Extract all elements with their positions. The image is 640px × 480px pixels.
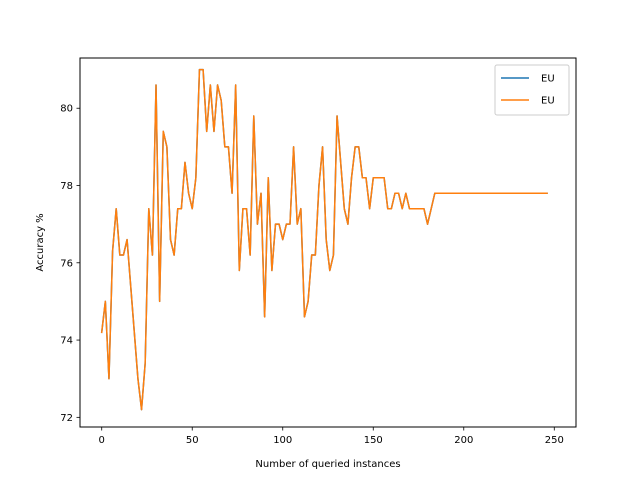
- plot-area-frame: [79, 57, 577, 428]
- legend: EU EU: [494, 64, 570, 116]
- x-tick-label: 200: [454, 435, 473, 446]
- series-layer: [100, 68, 548, 411]
- y-axis-label: Accuracy %: [35, 213, 46, 271]
- y-tick-label: 78: [60, 181, 73, 192]
- y-axis: 72 74 76 78 80: [60, 104, 80, 424]
- x-tick-label: 100: [273, 435, 292, 446]
- x-tick-label: 150: [364, 435, 383, 446]
- series-line-2: [100, 68, 548, 411]
- x-axis-label: Number of queried instances: [255, 459, 400, 470]
- legend-box: [494, 64, 570, 116]
- y-tick-label: 72: [60, 413, 73, 424]
- legend-label-1: EU: [541, 74, 555, 85]
- y-tick-label: 80: [60, 104, 73, 115]
- x-tick-label: 50: [186, 435, 199, 446]
- y-tick-label: 76: [60, 258, 73, 269]
- x-tick-label: 250: [545, 435, 564, 446]
- y-tick-label: 74: [60, 336, 73, 347]
- x-axis: 0 50 100 150 200 250: [99, 427, 564, 446]
- legend-label-2: EU: [541, 96, 555, 107]
- x-tick-label: 0: [99, 435, 105, 446]
